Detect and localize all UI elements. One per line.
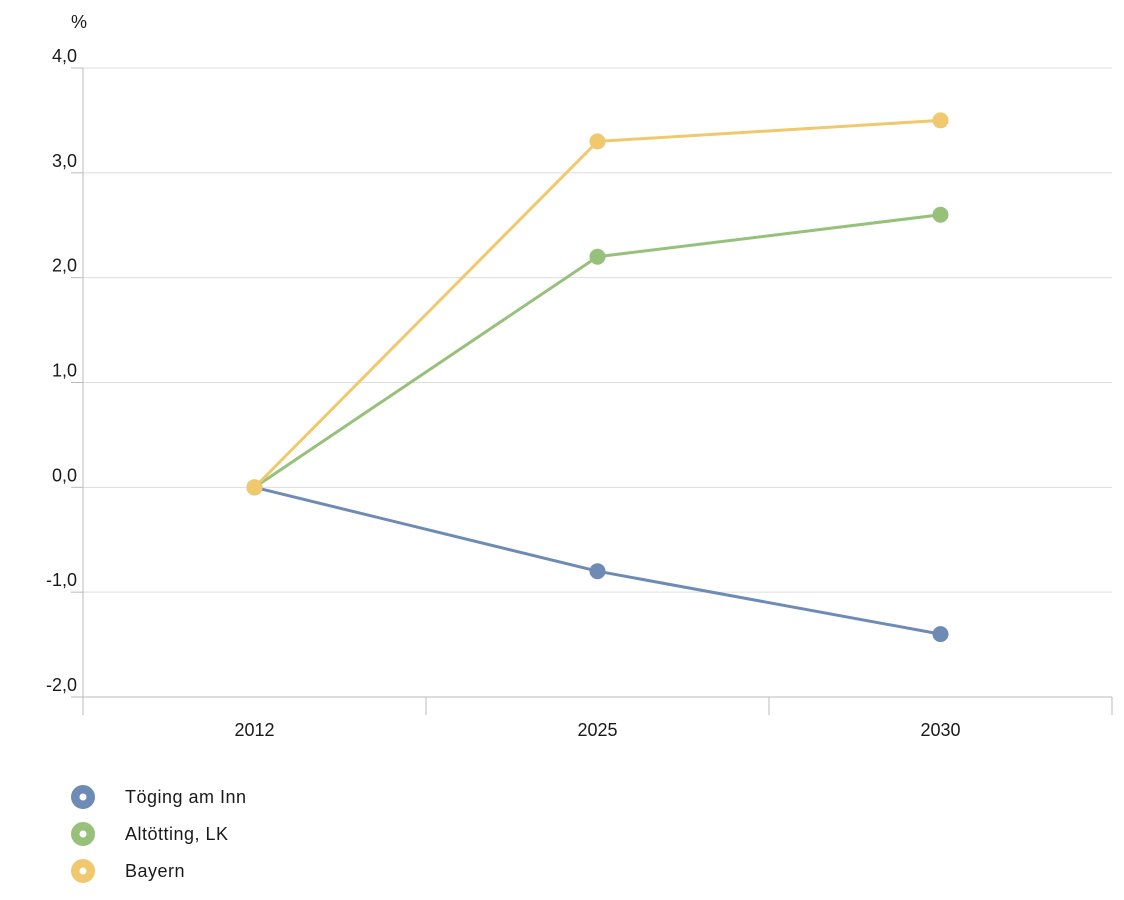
legend-item[interactable]: Bayern xyxy=(71,859,185,883)
y-tick-label: 2,0 xyxy=(52,256,77,276)
x-tick-labels: 2012 2025 2030 xyxy=(234,720,960,740)
x-tick-label: 2025 xyxy=(577,720,617,740)
legend-item[interactable]: Töging am Inn xyxy=(71,785,247,809)
legend-marker-dot-icon xyxy=(79,793,87,801)
series-lines xyxy=(253,118,942,636)
data-points xyxy=(246,112,949,643)
data-point[interactable] xyxy=(932,206,949,223)
gridlines xyxy=(83,67,1112,698)
data-point[interactable] xyxy=(932,112,949,129)
y-tick-label: 1,0 xyxy=(52,361,77,381)
y-tick-label: 3,0 xyxy=(52,151,77,171)
x-tick-label: 2012 xyxy=(234,720,274,740)
legend-marker-dot-icon xyxy=(79,830,87,838)
legend-marker-dot-icon xyxy=(79,867,87,875)
axes xyxy=(71,67,1113,715)
legend-item[interactable]: Altötting, LK xyxy=(71,822,229,846)
y-tick-label: 4,0 xyxy=(52,46,77,66)
legend-label: Töging am Inn xyxy=(125,787,247,807)
data-point[interactable] xyxy=(246,479,263,496)
y-tick-label: -2,0 xyxy=(46,675,77,695)
series-line xyxy=(253,118,942,489)
y-tick-label: -1,0 xyxy=(46,570,77,590)
y-tick-label: 0,0 xyxy=(52,465,77,485)
data-point[interactable] xyxy=(589,248,606,265)
data-point[interactable] xyxy=(589,563,606,580)
data-point[interactable] xyxy=(589,133,606,150)
series-line xyxy=(253,485,942,636)
data-point[interactable] xyxy=(932,626,949,643)
y-unit-label: % xyxy=(71,12,87,32)
legend: Töging am Inn Altötting, LK Bayern xyxy=(71,785,247,883)
x-tick-label: 2030 xyxy=(920,720,960,740)
legend-label: Bayern xyxy=(125,861,185,881)
legend-label: Altötting, LK xyxy=(125,824,229,844)
y-tick-labels: -2,0 -1,0 0,0 1,0 2,0 3,0 4,0 xyxy=(46,46,77,695)
